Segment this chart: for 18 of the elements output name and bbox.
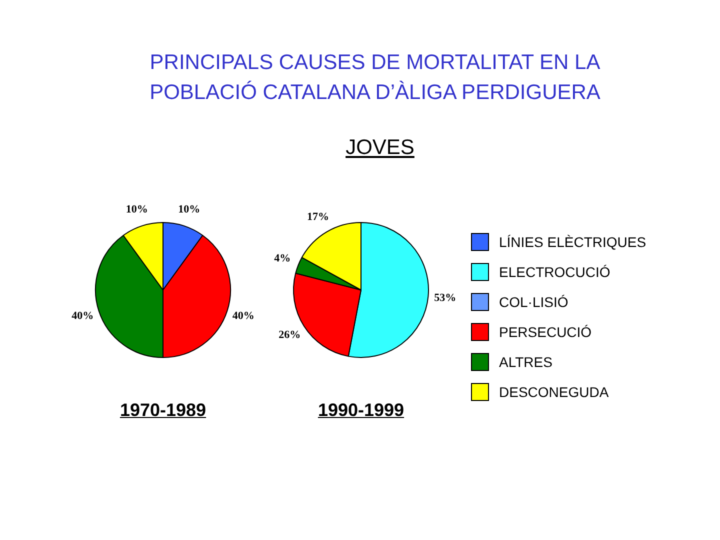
legend-label: ALTRES <box>499 354 552 370</box>
legend-label: COL·LISIÓ <box>499 294 568 310</box>
chart-title: PRINCIPALS CAUSES DE MORTALITAT EN LA POBLACIÓ CATALANA D’ÀLIGA PERDIGUERA <box>148 50 602 106</box>
data-label: 4% <box>274 252 291 265</box>
chart-subtitle: JOVES <box>346 136 414 159</box>
legend-label: DESCONEGUDA <box>499 384 609 400</box>
data-label: 40% <box>72 310 94 322</box>
data-label: 10% <box>126 203 148 216</box>
legend-label: PERSECUCIÓ <box>499 324 592 340</box>
text: 1990-1999 <box>318 400 404 420</box>
legend-label: LÍNIES ELÈCTRIQUES <box>499 234 646 250</box>
legend-label: ELECTROCUCIÓ <box>499 264 610 280</box>
data-label: 17% <box>306 211 329 224</box>
data-label: 10% <box>178 203 200 216</box>
text: 1970-1989 <box>120 400 206 420</box>
data-label: 40% <box>232 310 254 322</box>
data-label: 53% <box>434 292 456 304</box>
data-label: 26% <box>278 329 301 342</box>
